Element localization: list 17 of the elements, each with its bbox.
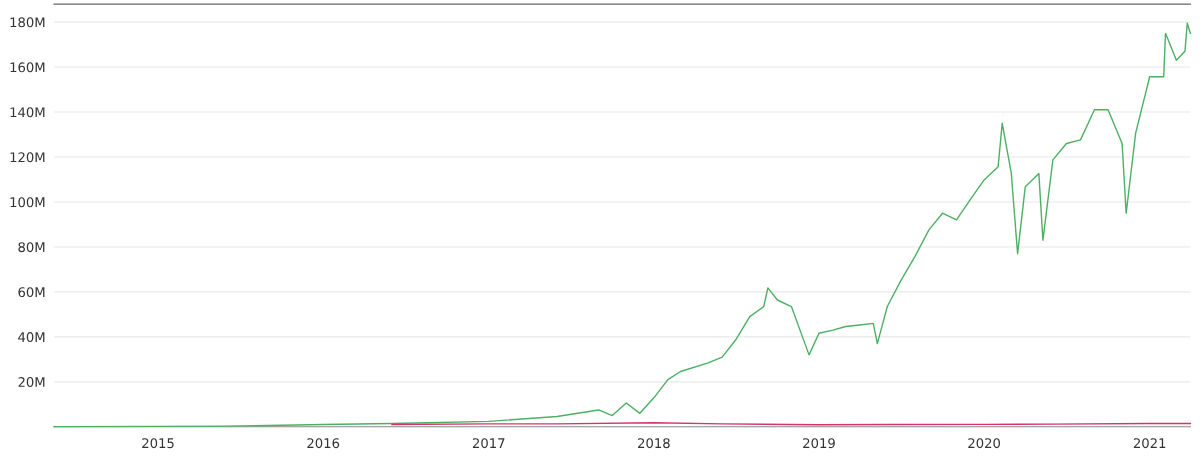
x-tick-label: 2020 <box>968 438 1001 449</box>
x-tick-label: 2017 <box>472 438 505 449</box>
y-tick-label: 140M <box>10 107 45 118</box>
y-tick-label: 160M <box>10 62 45 73</box>
y-tick-label: 60M <box>18 287 45 298</box>
y-tick-label: 40M <box>18 332 45 343</box>
x-tick-label: 2015 <box>142 438 174 449</box>
line-series <box>53 22 1192 428</box>
x-tick-label: 2016 <box>307 438 340 449</box>
x-tick-label: 2019 <box>803 438 835 449</box>
y-tick-label: 20M <box>18 377 45 388</box>
y-tick-label: 180M <box>10 17 45 28</box>
y-tick-label: 80M <box>18 242 45 253</box>
x-tick-label: 2018 <box>638 438 670 449</box>
x-tick-label: 2021 <box>1133 438 1166 449</box>
y-tick-label: 120M <box>10 152 45 163</box>
y-tick-label: 100M <box>10 197 45 208</box>
